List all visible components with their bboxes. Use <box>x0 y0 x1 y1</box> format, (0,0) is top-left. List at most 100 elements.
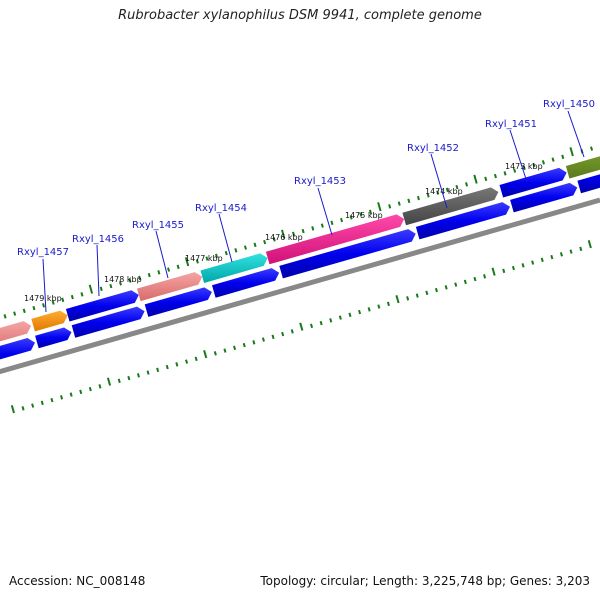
tick-mark <box>407 198 411 204</box>
tick-mark <box>301 228 305 234</box>
gene-label[interactable]: Rxyl_1456 <box>72 234 124 245</box>
tick-mark <box>290 329 294 334</box>
tick-mark <box>455 184 459 190</box>
tick-mark <box>98 384 102 389</box>
tick-mark <box>473 174 478 184</box>
tick-mark <box>167 267 171 272</box>
tick-mark <box>445 187 449 193</box>
tick-mark <box>215 253 219 259</box>
tick-mark <box>252 340 256 345</box>
gene-arrow <box>65 290 139 322</box>
tick-mark <box>99 286 103 292</box>
tick-mark <box>292 231 296 237</box>
tick-mark <box>194 356 198 362</box>
gene-label[interactable]: Rxyl_1454 <box>195 203 247 214</box>
gene-label[interactable]: Rxyl_1457 <box>17 247 69 258</box>
tick-mark <box>205 256 209 261</box>
gene-arrow <box>200 253 268 283</box>
tick-mark <box>281 229 286 239</box>
tick-mark <box>175 362 179 367</box>
tick-mark <box>128 278 132 283</box>
gene-label-leaders <box>42 110 585 313</box>
tick-mark <box>569 147 574 157</box>
tick-mark <box>22 308 26 314</box>
genome-backbone <box>0 197 600 375</box>
tick-mark <box>358 309 362 315</box>
tick-mark <box>109 283 113 289</box>
tick-mark <box>531 260 535 265</box>
tick-mark <box>242 342 246 348</box>
tick-mark <box>319 320 323 326</box>
tick-mark <box>117 378 121 384</box>
tick-mark <box>223 348 227 353</box>
tick-mark <box>521 263 525 268</box>
tick-mark <box>465 182 469 187</box>
tick-mark <box>261 337 265 342</box>
tick-mark <box>106 377 112 386</box>
kbp-label: 1475 kbp <box>345 211 383 220</box>
tick-mark <box>329 318 333 323</box>
tick-mark <box>138 275 142 281</box>
tick-mark <box>377 304 381 309</box>
tick-mark <box>320 223 324 228</box>
tick-mark <box>338 315 342 320</box>
tick-mark <box>185 359 189 364</box>
tick-mark <box>444 285 448 290</box>
tick-mark <box>13 311 17 316</box>
tick-mark <box>21 406 25 411</box>
gene-arrow <box>565 156 600 179</box>
tick-mark <box>540 257 544 263</box>
tick-mark <box>80 292 84 297</box>
tick-mark <box>136 373 140 378</box>
tick-mark <box>415 293 419 298</box>
tick-mark <box>463 279 467 285</box>
accession-text: Accession: NC_008148 <box>9 574 146 588</box>
tick-mark <box>310 323 314 329</box>
gene-arrow <box>212 268 280 298</box>
gene-label[interactable]: Rxyl_1451 <box>485 119 537 130</box>
tick-mark <box>184 257 190 267</box>
tick-mark <box>561 154 565 160</box>
tick-mark <box>348 312 352 318</box>
tick-mark <box>263 239 267 245</box>
tick-mark <box>425 290 429 296</box>
tick-mark <box>224 250 228 256</box>
gene-label[interactable]: Rxyl_1455 <box>132 220 184 231</box>
tick-mark <box>377 202 382 212</box>
gene-arrow <box>415 202 510 240</box>
tick-mark <box>253 242 257 248</box>
outer-tick-ring <box>3 146 594 319</box>
tick-mark <box>522 165 526 171</box>
tick-mark <box>483 274 487 279</box>
tick-mark <box>195 259 199 264</box>
tick-mark <box>484 176 488 182</box>
tick-mark <box>590 146 594 151</box>
tick-mark <box>40 400 44 406</box>
tick-mark <box>416 195 420 201</box>
tick-mark <box>165 364 169 370</box>
tick-mark <box>367 307 371 312</box>
tick-mark <box>503 171 507 176</box>
gene-labels: Rxyl_1457 Rxyl_1456 Rxyl_1455 Rxyl_1454 … <box>17 99 595 258</box>
tick-mark <box>551 157 555 162</box>
gene-label[interactable]: Rxyl_1452 <box>407 143 459 154</box>
tick-mark <box>156 367 160 373</box>
tick-mark <box>569 249 573 254</box>
gene-arrow <box>499 167 567 198</box>
gene-label[interactable]: Rxyl_1453 <box>294 176 346 187</box>
tick-mark <box>359 212 363 217</box>
gene-arrow <box>137 272 203 302</box>
tick-mark <box>513 168 517 173</box>
tick-mark <box>127 375 131 381</box>
kbp-label: 1477 kbp <box>185 254 223 263</box>
gene-label[interactable]: Rxyl_1450 <box>543 99 595 110</box>
tick-mark <box>118 281 122 286</box>
tick-mark <box>42 303 46 308</box>
tick-mark <box>32 305 36 311</box>
tick-mark <box>541 160 545 165</box>
tick-mark <box>311 226 315 231</box>
forward-strand-genes <box>0 156 600 342</box>
tick-mark <box>79 389 83 395</box>
tick-mark <box>511 265 515 271</box>
